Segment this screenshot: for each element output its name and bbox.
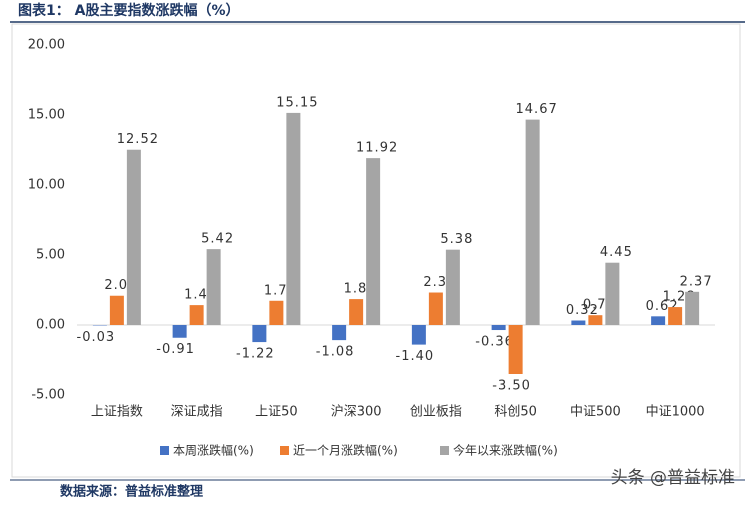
x-tick-label: 沪深300 <box>331 404 382 420</box>
legend-label: 本周涨跌幅(%) <box>173 443 254 458</box>
bar <box>173 325 187 338</box>
y-tick-label: -5.00 <box>31 388 65 403</box>
source: 数据来源：普益标准整理 <box>60 484 203 500</box>
value-label: 4.45 <box>600 245 633 260</box>
watermark: 头条 @普益标准 <box>611 468 735 488</box>
y-tick-label: 0.00 <box>36 318 65 333</box>
bar <box>685 292 699 325</box>
x-tick-label: 上证指数 <box>91 405 143 420</box>
x-tick-label: 创业板指 <box>410 405 462 420</box>
bar <box>332 325 346 340</box>
value-label: -1.22 <box>236 347 275 362</box>
bar <box>252 325 266 342</box>
legend-label: 今年以来涨跌幅(%) <box>453 443 558 458</box>
bar <box>571 321 585 325</box>
y-tick-label: 5.00 <box>36 248 65 263</box>
y-tick-label: 10.00 <box>28 178 65 193</box>
value-label: -0.03 <box>77 330 116 345</box>
legend-swatch <box>440 446 449 455</box>
bar <box>349 299 363 325</box>
bar <box>446 250 460 325</box>
x-tick-label: 上证50 <box>255 405 298 420</box>
x-tick-label: 中证500 <box>570 405 621 420</box>
bar <box>429 293 443 325</box>
bar <box>605 263 619 325</box>
x-tick-label: 中证1000 <box>646 405 705 420</box>
value-label: 11.92 <box>356 141 398 156</box>
bar <box>286 113 300 325</box>
value-label: -1.08 <box>316 345 355 360</box>
bar <box>127 150 141 325</box>
bar <box>588 315 602 325</box>
value-label: -1.40 <box>396 349 435 364</box>
value-label: 15.15 <box>276 95 318 110</box>
bar <box>207 249 221 325</box>
value-label: -0.91 <box>156 342 195 357</box>
bar <box>190 305 204 325</box>
bar <box>269 301 283 325</box>
value-label: 14.67 <box>516 102 558 117</box>
legend-swatch <box>160 446 169 455</box>
bar <box>366 158 380 325</box>
x-tick-label: 科创50 <box>494 405 537 420</box>
x-tick-label: 深证成指 <box>171 405 223 420</box>
bar <box>412 325 426 345</box>
value-label: -3.50 <box>492 379 531 394</box>
bar <box>509 325 523 374</box>
bar <box>492 325 506 330</box>
value-label: 12.52 <box>117 132 159 147</box>
value-label: 5.42 <box>201 232 234 247</box>
value-label: 2.37 <box>680 274 713 289</box>
y-tick-label: 20.00 <box>28 38 65 53</box>
bar <box>110 296 124 325</box>
legend-swatch <box>280 446 289 455</box>
bar <box>668 307 682 325</box>
bar <box>526 120 540 325</box>
bar <box>651 316 665 325</box>
y-tick-label: 15.00 <box>28 108 65 123</box>
value-label: -0.36 <box>475 335 514 350</box>
legend-label: 近一个月涨跌幅(%) <box>293 443 398 458</box>
title: 图表1： A股主要指数涨跌幅（%） <box>18 2 239 19</box>
value-label: 5.38 <box>440 232 473 247</box>
